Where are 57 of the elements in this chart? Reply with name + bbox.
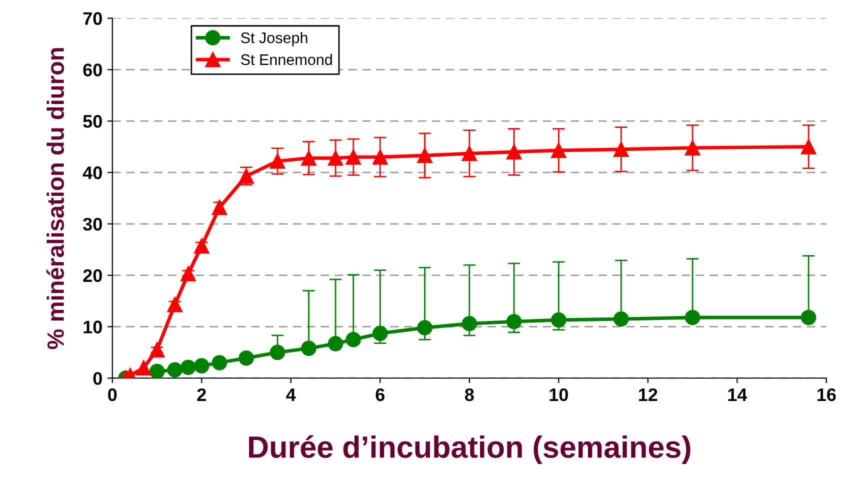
y-tick-label: 30	[82, 218, 102, 231]
y-tick-label: 60	[83, 64, 102, 76]
point	[684, 140, 700, 156]
point	[149, 364, 165, 378]
point	[194, 358, 210, 374]
point	[462, 316, 478, 332]
point	[328, 150, 344, 166]
point	[270, 344, 286, 360]
y-tick-label: 10	[84, 320, 102, 334]
y-tick-label: 70	[83, 12, 102, 25]
point	[167, 296, 182, 312]
point	[551, 312, 566, 328]
point	[346, 332, 362, 348]
y-tick-label: 0	[93, 372, 102, 385]
point	[372, 326, 388, 342]
point	[506, 144, 522, 160]
point	[372, 149, 388, 165]
x-tick-label: 14	[728, 388, 748, 401]
point	[212, 200, 228, 216]
point	[301, 340, 316, 356]
x-tick-label: 16	[818, 388, 836, 402]
point	[684, 310, 700, 326]
point	[462, 146, 478, 162]
point	[417, 320, 432, 336]
point	[180, 266, 196, 282]
point	[149, 342, 165, 358]
x-tick-label: 8	[464, 388, 474, 402]
x-tick-label: 10	[550, 388, 568, 402]
x-tick-label: 12	[639, 388, 658, 401]
point	[506, 314, 522, 330]
x-tick-label: 6	[376, 388, 385, 402]
point	[328, 336, 344, 352]
point	[238, 350, 254, 366]
y-axis-title: % minéralisation du diuron	[46, 48, 64, 350]
point	[800, 139, 816, 154]
x-tick-label: 2	[197, 388, 206, 401]
legend-label: St Joseph	[241, 32, 308, 46]
point	[417, 148, 432, 164]
point	[167, 362, 182, 378]
point	[301, 150, 316, 166]
point	[613, 142, 629, 157]
point	[551, 142, 566, 158]
x-axis-title: Durée d’incubation (semaines)	[249, 435, 690, 464]
x-tick-label: 0	[108, 388, 117, 402]
point	[180, 360, 196, 375]
point	[346, 149, 362, 165]
point	[270, 154, 286, 169]
point	[136, 360, 152, 376]
y-tick-label: 20	[83, 269, 102, 282]
point	[613, 311, 629, 327]
y-tick-label: 50	[83, 115, 102, 128]
legend-label: St Ennemond	[241, 54, 332, 66]
point	[194, 238, 210, 254]
point	[212, 355, 228, 370]
y-tick-label: 40	[82, 166, 102, 180]
x-tick-label: 4	[286, 388, 296, 401]
point	[800, 310, 816, 326]
